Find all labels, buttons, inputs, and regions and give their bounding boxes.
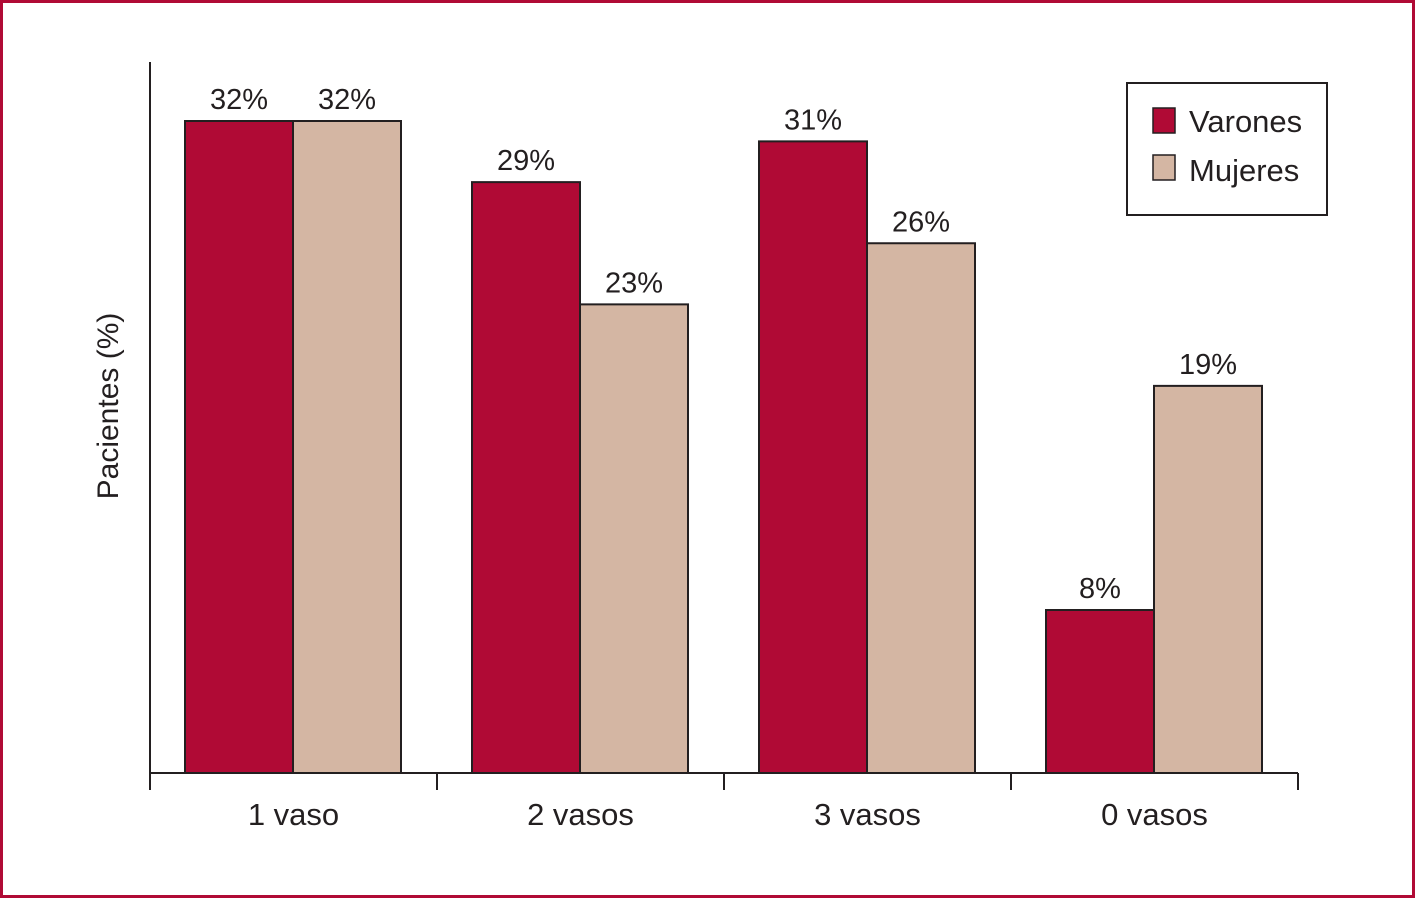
bar-label-varones-0-vasos: 8% — [1079, 573, 1121, 605]
bar-label-varones-1-vaso: 32% — [210, 84, 268, 116]
legend-label-varones: Varones — [1189, 104, 1302, 139]
bar-mujeres-2-vasos — [579, 303, 689, 774]
bar-label-mujeres-1-vaso: 32% — [318, 84, 376, 116]
y-axis-title: Pacientes (%) — [92, 313, 125, 500]
bar-label-mujeres-3-vasos: 26% — [892, 206, 950, 238]
legend-swatch-varones — [1152, 107, 1176, 134]
bar-varones-0-vasos — [1045, 609, 1155, 774]
bar-varones-3-vasos — [758, 140, 868, 774]
x-ticks-group — [149, 773, 1299, 790]
bar-varones-2-vasos — [471, 181, 581, 774]
legend-swatch-mujeres — [1152, 154, 1176, 181]
x-tick-label-3-vasos: 3 vasos — [814, 797, 921, 832]
bar-label-varones-2-vasos: 29% — [497, 145, 555, 177]
x-tick-label-2-vasos: 2 vasos — [527, 797, 634, 832]
x-tick-label-0-vasos: 0 vasos — [1101, 797, 1208, 832]
legend-label-mujeres: Mujeres — [1189, 153, 1299, 188]
bar-labels-group: 32% 32% 29% 23% 31% 26% 8% 19% — [210, 84, 1237, 605]
bar-mujeres-3-vasos — [866, 242, 976, 774]
bar-label-mujeres-2-vasos: 23% — [605, 267, 663, 299]
x-tick-labels-group: 1 vaso 2 vasos 3 vasos 0 vasos — [248, 797, 1208, 832]
bar-mujeres-1-vaso — [292, 120, 402, 774]
bar-varones-1-vaso — [184, 120, 294, 774]
bar-mujeres-0-vasos — [1153, 384, 1263, 774]
legend-box — [1126, 82, 1328, 216]
bars-group — [184, 120, 1263, 774]
bar-label-varones-3-vasos: 31% — [784, 104, 842, 136]
bar-label-mujeres-0-vasos: 19% — [1179, 349, 1237, 381]
bar-chart: Pacientes (%) 32% 32% 29% 23% 31% 26% 8% 19% 1 … — [92, 62, 1328, 832]
x-tick-label-1-vaso: 1 vaso — [248, 797, 339, 832]
legend: Varones Mujeres — [1126, 82, 1328, 216]
